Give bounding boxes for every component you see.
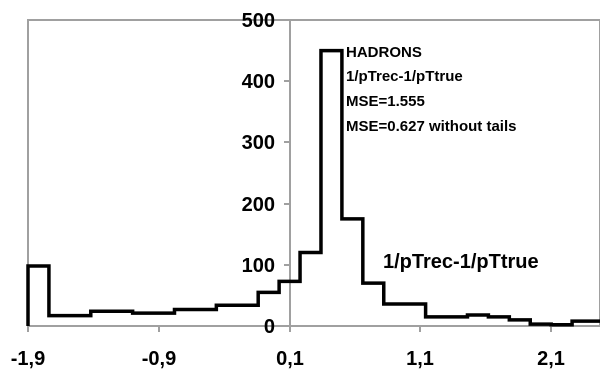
annotation-line: MSE=1.555 — [346, 93, 425, 110]
histogram-bar — [216, 305, 237, 326]
histogram-bar — [237, 305, 258, 326]
annotation-line: MSE=0.627 without tails — [346, 118, 516, 135]
x-tick-label: 1,1 — [406, 348, 434, 370]
histogram-bar — [279, 281, 300, 326]
histogram-bar — [300, 253, 321, 326]
histogram-bars — [28, 51, 600, 326]
histogram-bar — [154, 313, 175, 326]
histogram-bar — [133, 313, 154, 326]
y-tick-marks — [284, 19, 290, 266]
x-tick-marks — [27, 326, 552, 332]
histogram-bar — [363, 283, 384, 326]
x-tick-label: 2,1 — [537, 348, 565, 370]
histogram-bar — [405, 304, 426, 326]
histogram-bar — [384, 304, 405, 326]
annotation-line: HADRONS — [346, 44, 422, 61]
x-tick-label: 0,1 — [276, 348, 304, 370]
histogram-bar — [342, 219, 363, 326]
series-label: 1/pTrec-1/pTtrue — [383, 251, 539, 273]
y-tick-label: 200 — [242, 194, 275, 216]
annotation-box: HADRONS 1/pTrec-1/pTtrue MSE=1.555 MSE=0… — [346, 44, 516, 135]
annotation-line: 1/pTrec-1/pTtrue — [346, 68, 463, 85]
histogram-bar — [195, 309, 216, 326]
histogram-bar — [28, 266, 49, 326]
histogram-bar — [112, 311, 133, 326]
y-tick-label: 100 — [242, 255, 275, 277]
histogram-bar — [258, 292, 279, 326]
y-tick-label: 500 — [242, 10, 275, 32]
x-tick-labels: -1,9 -0,9 0,1 1,1 2,1 — [11, 348, 565, 370]
histogram-bar — [321, 51, 342, 326]
y-tick-label: 400 — [242, 71, 275, 93]
x-tick-label: -1,9 — [11, 348, 45, 370]
x-tick-label: -0,9 — [142, 348, 176, 370]
histogram-series-line — [26, 48, 600, 327]
y-tick-labels: 500 400 300 200 100 0 — [242, 10, 275, 338]
histogram-bar — [174, 309, 195, 326]
y-tick-label: 300 — [242, 132, 275, 154]
histogram-bar — [91, 311, 112, 326]
y-tick-label: 0 — [264, 316, 275, 338]
